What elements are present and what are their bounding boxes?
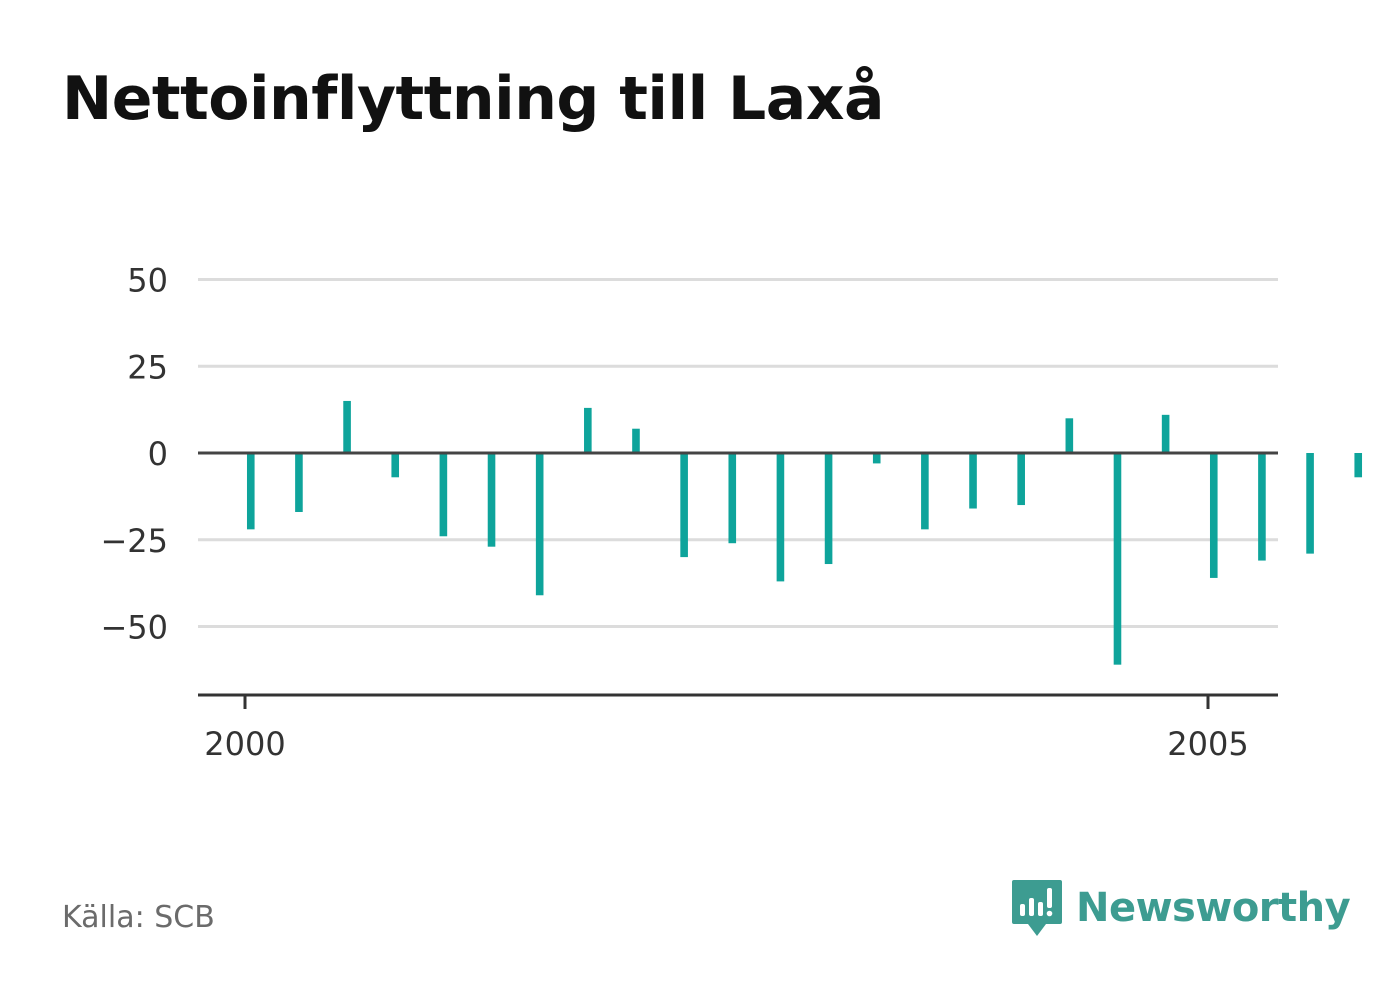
bar <box>632 428 640 453</box>
axes: −50−2502550200020052010201520202025 <box>100 262 1278 763</box>
bar <box>295 453 303 512</box>
bar <box>584 407 592 453</box>
bar <box>246 453 255 530</box>
bar <box>1209 453 1218 578</box>
bar <box>969 453 977 509</box>
gridlines <box>198 278 1278 628</box>
bar <box>1113 453 1122 665</box>
newsworthy-logo: Newsworthy <box>1010 878 1351 938</box>
y-tick-label: −50 <box>100 609 168 647</box>
brand-name: Newsworthy <box>1076 885 1351 931</box>
bar <box>343 400 351 453</box>
bar <box>921 453 929 530</box>
source-note: Källa: SCB <box>62 900 215 935</box>
x-tick-label: 2005 <box>1167 725 1248 763</box>
bar <box>1161 414 1170 453</box>
bar <box>872 453 881 464</box>
y-tick-label: 50 <box>127 262 168 300</box>
bar <box>1354 453 1363 478</box>
chart-title: Nettoinflyttning till Laxå <box>62 64 884 134</box>
x-tick-label: 2000 <box>204 725 285 763</box>
bar-chart-speech-bubble-icon <box>1012 880 1062 936</box>
y-tick-label: −25 <box>100 522 168 560</box>
bar <box>728 453 737 544</box>
bar <box>1017 453 1025 506</box>
y-tick-label: 0 <box>148 435 168 473</box>
bars <box>246 400 1363 665</box>
bar <box>1258 453 1266 561</box>
bar <box>824 453 833 565</box>
bar <box>1306 453 1314 554</box>
bar <box>439 453 448 537</box>
bar <box>487 453 496 547</box>
bar <box>391 453 400 478</box>
y-tick-label: 25 <box>127 348 168 386</box>
bar <box>680 453 688 558</box>
bar <box>1065 418 1074 453</box>
bar <box>776 453 785 582</box>
bar <box>535 453 544 596</box>
